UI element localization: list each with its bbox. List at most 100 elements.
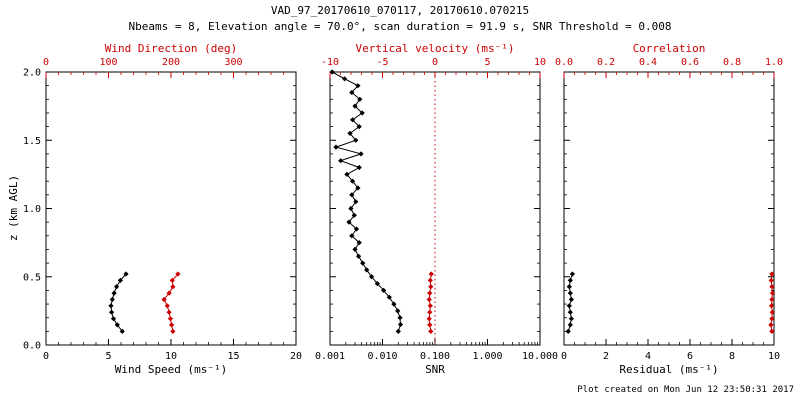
correlation-axis-tick-label: 0.8 bbox=[723, 57, 741, 68]
z-axis-label: z (km AGL) bbox=[7, 174, 20, 242]
correlation-series bbox=[768, 271, 776, 334]
wind-speed-axis-tick-label: 20 bbox=[290, 351, 302, 362]
residual-axis-tick-label: 6 bbox=[687, 351, 693, 362]
vertical-velocity-series bbox=[426, 271, 434, 334]
residual-point bbox=[566, 303, 572, 309]
plot-created-timestamp: Plot created on Mon Jun 12 23:50:31 2017 bbox=[577, 385, 794, 395]
wind-speed-line bbox=[110, 273, 127, 332]
wind-direction-point bbox=[166, 290, 172, 296]
z-tick-label: 0.0 bbox=[23, 341, 41, 352]
vertical-velocity-line bbox=[428, 273, 432, 332]
wind-speed-axis-tick-label: 15 bbox=[227, 351, 239, 362]
snr-point bbox=[386, 294, 392, 300]
wind-direction-point bbox=[166, 309, 172, 315]
wind-speed-point bbox=[117, 277, 123, 283]
wind-direction-point bbox=[170, 284, 176, 290]
wind-direction-point bbox=[170, 328, 176, 334]
residual-point bbox=[568, 316, 574, 322]
correlation-axis-tick-label: 1.0 bbox=[765, 57, 783, 68]
z-tick-label: 2.0 bbox=[23, 68, 41, 79]
snr-point bbox=[352, 246, 358, 252]
wind-speed-axis-tick-label: 5 bbox=[105, 351, 111, 362]
snr-point bbox=[346, 219, 352, 225]
snr-point bbox=[353, 199, 359, 205]
snr-point bbox=[356, 124, 362, 130]
vertical-velocity-axis-tick-label: -5 bbox=[376, 57, 388, 68]
z-tick-label: 1.0 bbox=[23, 204, 41, 215]
snr-point bbox=[348, 205, 354, 212]
vertical-velocity-point bbox=[427, 322, 433, 328]
snr-point bbox=[360, 260, 366, 266]
wind-direction-axis-tick-label: 100 bbox=[99, 57, 117, 68]
snr-point bbox=[369, 274, 375, 280]
vertical-velocity-point bbox=[427, 303, 433, 309]
residual-point bbox=[567, 322, 573, 328]
snr-point bbox=[350, 117, 356, 123]
snr-axis-label: SNR bbox=[425, 363, 445, 376]
snr-point bbox=[395, 308, 401, 314]
wind-speed-axis-tick-label: 0 bbox=[43, 351, 49, 362]
residual-line bbox=[567, 273, 573, 332]
residual-axis-tick-label: 8 bbox=[729, 351, 735, 362]
z-tick-label: 0.5 bbox=[23, 272, 41, 283]
correlation-point bbox=[769, 290, 776, 296]
vertical-velocity-point bbox=[428, 271, 434, 277]
snr-point bbox=[356, 240, 362, 246]
snr-point bbox=[333, 144, 339, 150]
snr-line bbox=[331, 71, 402, 332]
vertical-velocity-point bbox=[428, 284, 434, 290]
snr-axis-tick-label: 1.000 bbox=[472, 351, 502, 362]
vertical-velocity-point bbox=[428, 328, 434, 334]
correlation-point bbox=[769, 328, 775, 334]
wind-speed-axis-label: Wind Speed (ms⁻¹) bbox=[114, 363, 228, 376]
correlation-axis-tick-label: 0.2 bbox=[597, 57, 615, 68]
panel-residual: 0 2 4 6 8 10 0.0 0.2 0.4 0.6 0.8 1.0 bbox=[555, 57, 783, 362]
wind-direction-series bbox=[161, 271, 181, 334]
correlation-axis-label: Correlation bbox=[632, 42, 706, 55]
wind-direction-line bbox=[163, 273, 179, 332]
snr-point bbox=[353, 226, 360, 232]
correlation-point bbox=[769, 284, 775, 290]
snr-point bbox=[357, 96, 363, 102]
vertical-velocity-axis-label: Vertical velocity (ms⁻¹) bbox=[355, 42, 515, 55]
snr-point bbox=[391, 301, 397, 307]
snr-point bbox=[344, 171, 350, 177]
snr-point bbox=[364, 267, 370, 273]
snr-point bbox=[342, 76, 348, 82]
residual-point bbox=[565, 328, 571, 334]
residual-axis-tick-label: 0 bbox=[561, 351, 567, 362]
correlation-axis-tick-label: 0.6 bbox=[681, 57, 699, 68]
correlation-point bbox=[768, 303, 775, 309]
snr-point bbox=[374, 281, 380, 287]
wind-direction-point bbox=[169, 277, 175, 283]
snr-point bbox=[355, 83, 361, 89]
snr-point bbox=[349, 192, 355, 198]
vertical-velocity-point bbox=[427, 309, 433, 315]
snr-point bbox=[352, 103, 358, 109]
wind-speed-point bbox=[108, 303, 114, 309]
snr-axis-tick-label: 0.001 bbox=[315, 351, 345, 362]
vertical-velocity-point bbox=[426, 316, 432, 322]
correlation-point bbox=[768, 322, 774, 328]
snr-point bbox=[338, 158, 344, 164]
wind-speed-point bbox=[114, 322, 120, 328]
residual-point bbox=[566, 284, 572, 290]
snr-point bbox=[356, 164, 362, 171]
snr-point bbox=[353, 137, 359, 143]
plot-title: VAD_97_20170610_070117, 20170610.070215 bbox=[270, 4, 530, 17]
snr-point bbox=[358, 151, 364, 157]
residual-point bbox=[568, 296, 574, 303]
residual-point bbox=[569, 271, 575, 277]
wind-direction-axis-label: Wind Direction (deg) bbox=[104, 42, 238, 55]
vertical-velocity-point bbox=[427, 277, 433, 283]
snr-point bbox=[356, 253, 362, 259]
wind-speed-point bbox=[111, 290, 117, 296]
wind-speed-point bbox=[109, 296, 115, 303]
correlation-point bbox=[769, 316, 775, 322]
snr-point bbox=[395, 328, 401, 334]
wind-direction-point bbox=[164, 303, 170, 309]
residual-series bbox=[565, 271, 575, 334]
